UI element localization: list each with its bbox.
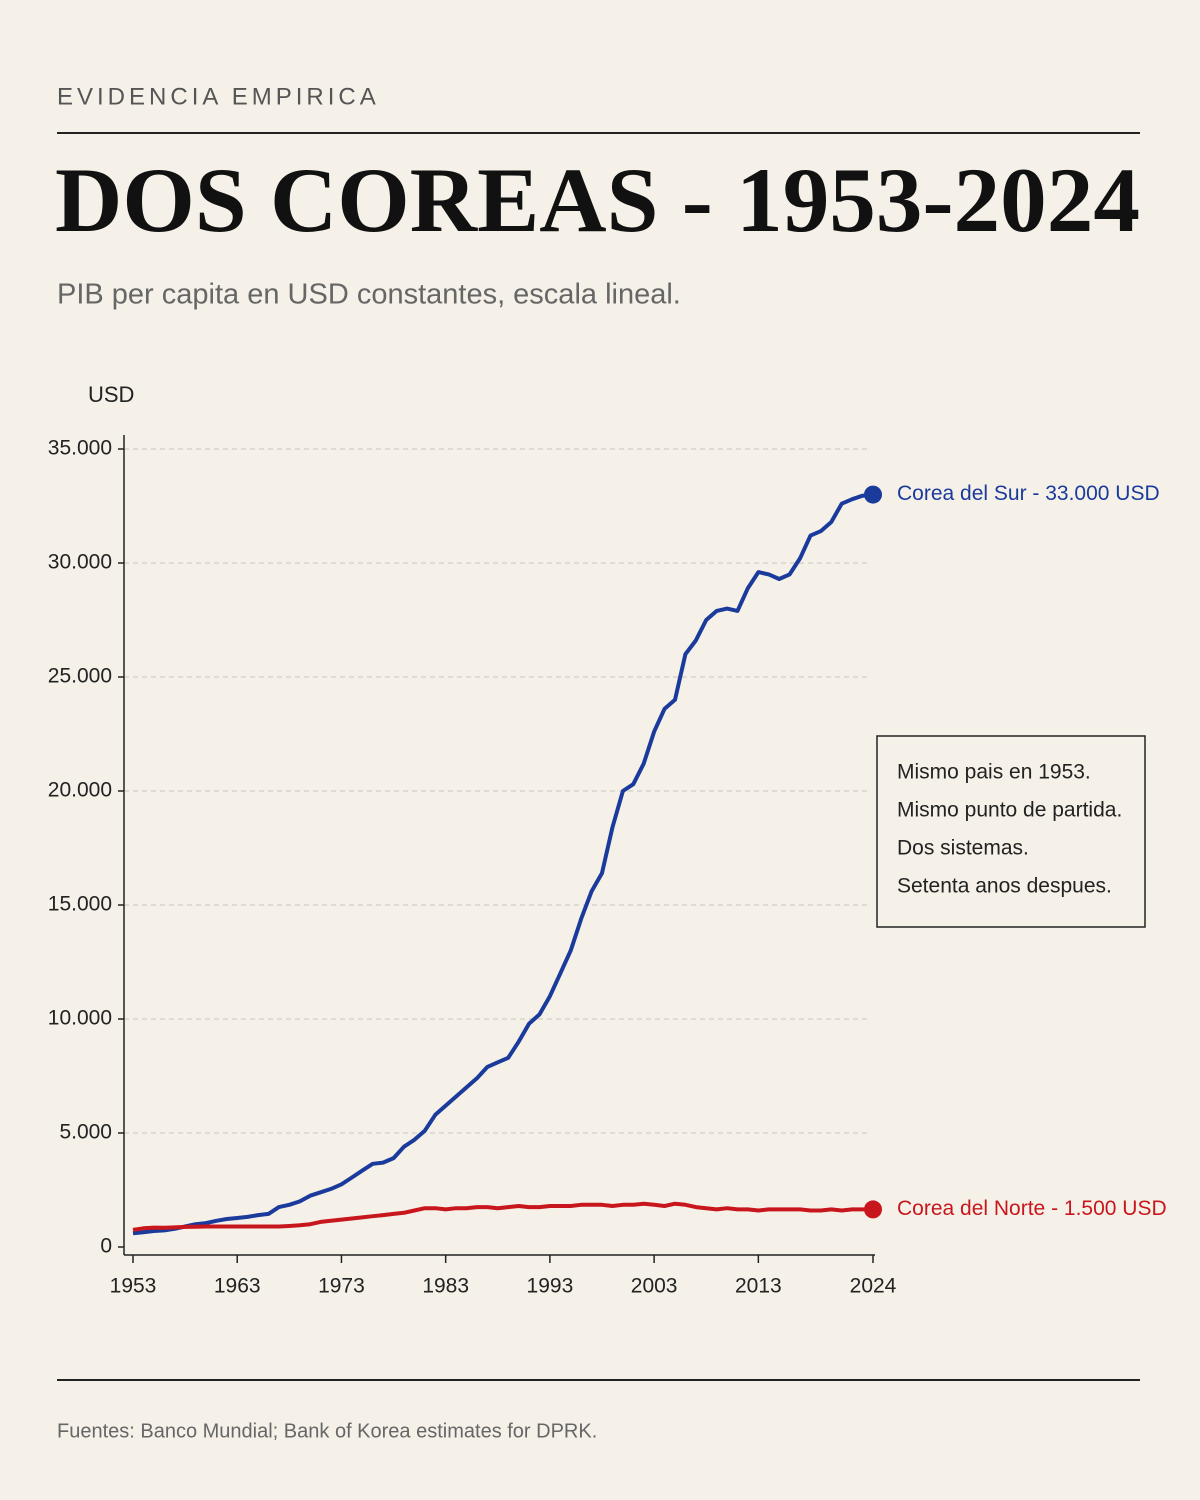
- y-tick-label: 30.000: [48, 551, 112, 574]
- annotation-line: Mismo pais en 1953.: [897, 761, 1091, 784]
- x-tick-label: 1953: [110, 1275, 157, 1298]
- x-tick-label: 1993: [527, 1275, 574, 1298]
- y-tick-label: 20.000: [48, 779, 112, 802]
- series-label: Corea del Norte - 1.500 USD: [897, 1197, 1167, 1220]
- x-tick-label: 1973: [318, 1275, 365, 1298]
- chart-title: DOS COREAS - 1953-2024: [55, 149, 1140, 251]
- x-tick-label: 2013: [735, 1275, 782, 1298]
- x-tick-label: 2024: [850, 1275, 897, 1298]
- y-tick-label: 35.000: [48, 437, 112, 460]
- y-tick-label: 15.000: [48, 893, 112, 916]
- subtitle: PIB per capita en USD constantes, escala…: [57, 279, 681, 311]
- x-tick-label: 2003: [631, 1275, 678, 1298]
- end-dot: [864, 1200, 882, 1219]
- series-label: Corea del Sur - 33.000 USD: [897, 482, 1160, 505]
- annotation-box: [876, 735, 1146, 928]
- x-tick-label: 1983: [422, 1275, 469, 1298]
- end-dot: [864, 485, 882, 504]
- source: Fuentes: Banco Mundial; Bank of Korea es…: [57, 1420, 597, 1442]
- annotation-line: Mismo punto de partida.: [897, 799, 1122, 822]
- series-line: [132, 492, 874, 1236]
- y-tick-label: 10.000: [48, 1007, 112, 1030]
- y-tick-label: 25.000: [48, 665, 112, 688]
- series-line: [132, 1201, 873, 1232]
- y-axis-label: USD: [88, 382, 134, 407]
- x-tick-label: 1963: [214, 1275, 261, 1298]
- annotation-line: Setenta anos despues.: [897, 875, 1112, 898]
- kicker: EVIDENCIA EMPIRICA: [57, 83, 380, 110]
- annotation-line: Dos sistemas.: [897, 837, 1029, 860]
- y-tick-label: 5.000: [59, 1121, 112, 1144]
- y-tick-label: 0: [100, 1235, 112, 1258]
